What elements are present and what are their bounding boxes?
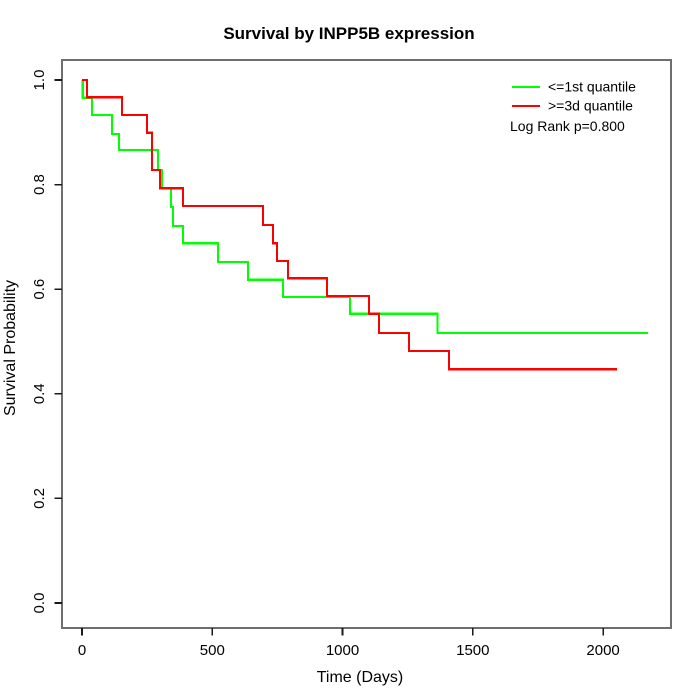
x-tick-label: 1000 (326, 642, 359, 659)
logrank-annotation: Log Rank p=0.800 (510, 118, 625, 134)
x-tick-label: 500 (200, 642, 225, 659)
plot-box (61, 59, 672, 629)
y-axis-ticks: 0.0 0.2 0.4 0.6 0.8 1.0 (31, 70, 62, 614)
y-tick-label: 0.8 (31, 174, 48, 195)
legend: <=1st quantile >=3d quantile Log Rank p=… (510, 79, 636, 135)
y-tick-label: 0.0 (31, 593, 48, 614)
x-axis-ticks: 0 500 1000 1500 2000 (78, 628, 620, 659)
km-curve-high-quantile (82, 78, 618, 371)
km-curve-low-quantile (81, 78, 649, 335)
y-tick-label: 0.4 (31, 383, 48, 404)
legend-label-red: >=3d quantile (548, 98, 633, 114)
x-tick-label: 1500 (456, 642, 489, 659)
y-tick-label: 0.2 (31, 488, 48, 509)
plot-title: Survival by INPP5B expression (223, 24, 474, 43)
x-tick-label: 0 (78, 642, 86, 659)
y-tick-label: 0.6 (31, 279, 48, 300)
x-tick-label: 2000 (586, 642, 619, 659)
legend-label-green: <=1st quantile (548, 79, 636, 95)
y-tick-label: 1.0 (31, 70, 48, 91)
x-axis-label: Time (Days) (317, 669, 404, 686)
y-axis-label: Survival Probability (2, 280, 19, 416)
